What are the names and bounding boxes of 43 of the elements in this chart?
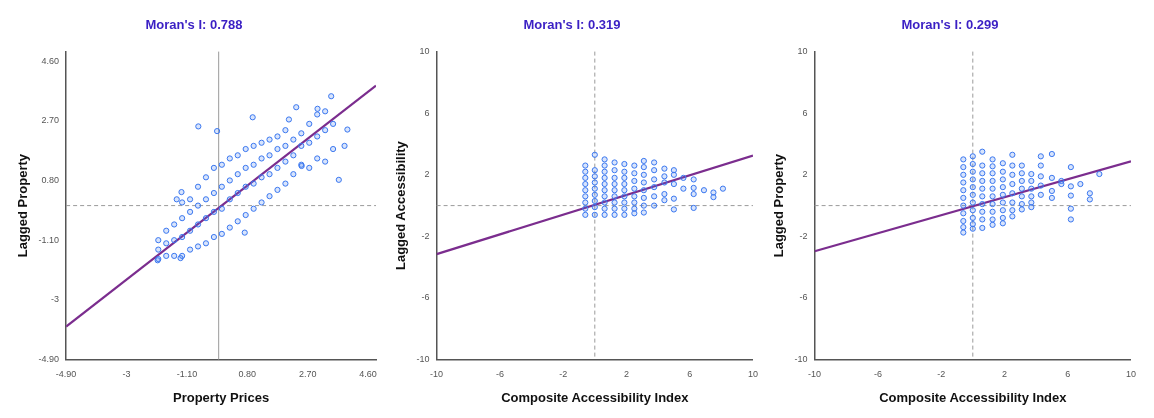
y-tick-label: -2 <box>421 230 430 241</box>
y-tick-label: 10 <box>419 46 430 57</box>
x-tick-label: 10 <box>747 369 758 380</box>
x-tick-label: 6 <box>687 369 693 380</box>
x-tick-label: -2 <box>937 369 946 380</box>
y-tick-label: 0.80 <box>41 174 60 185</box>
x-tick-label: -6 <box>873 369 882 380</box>
y-axis-title: Lagged Accessibility <box>393 140 409 271</box>
y-tick-label: -2 <box>799 230 808 241</box>
x-tick-label: 10 <box>1125 369 1136 380</box>
y-tick-label: 6 <box>802 107 808 118</box>
y-tick-label: 4.60 <box>41 55 60 66</box>
x-tick-label: 2.70 <box>298 369 317 380</box>
x-tick-label: -6 <box>495 369 504 380</box>
x-tick-label: 2 <box>1001 369 1007 380</box>
y-axis-title: Lagged Property <box>15 153 31 258</box>
x-tick-label: 0.80 <box>238 369 257 380</box>
x-tick-label: -3 <box>122 369 131 380</box>
y-tick-label: 2 <box>424 169 430 180</box>
y-tick-label: -4.90 <box>38 354 60 365</box>
x-tick-label: 6 <box>1065 369 1071 380</box>
x-axis-title: Property Prices <box>173 389 270 405</box>
y-tick-label: 6 <box>424 107 430 118</box>
y-tick-label: 10 <box>797 46 808 57</box>
x-axis-title: Composite Accessibility Index <box>879 389 1068 405</box>
y-tick-label: -10 <box>794 354 808 365</box>
x-tick-label: 4.60 <box>359 369 377 380</box>
chart-title: Moran's I: 0.788 <box>145 17 243 33</box>
x-tick-label: -1.10 <box>176 369 198 380</box>
y-tick-label: -6 <box>799 292 808 303</box>
x-tick-label: 2 <box>623 369 629 380</box>
x-axis-title: Composite Accessibility Index <box>501 389 690 405</box>
y-tick-label: -6 <box>421 292 430 303</box>
y-tick-label: 2.70 <box>41 115 60 126</box>
x-tick-label: -2 <box>559 369 568 380</box>
y-tick-label: -3 <box>51 294 60 305</box>
y-tick-label: -10 <box>416 354 430 365</box>
y-axis-title: Lagged Property <box>771 153 787 258</box>
chart-title: Moran's I: 0.319 <box>523 17 621 33</box>
y-tick-label: 2 <box>802 169 808 180</box>
chart-title: Moran's I: 0.299 <box>901 17 999 33</box>
x-tick-label: -4.90 <box>55 369 77 380</box>
y-tick-label: -1.10 <box>38 234 60 245</box>
